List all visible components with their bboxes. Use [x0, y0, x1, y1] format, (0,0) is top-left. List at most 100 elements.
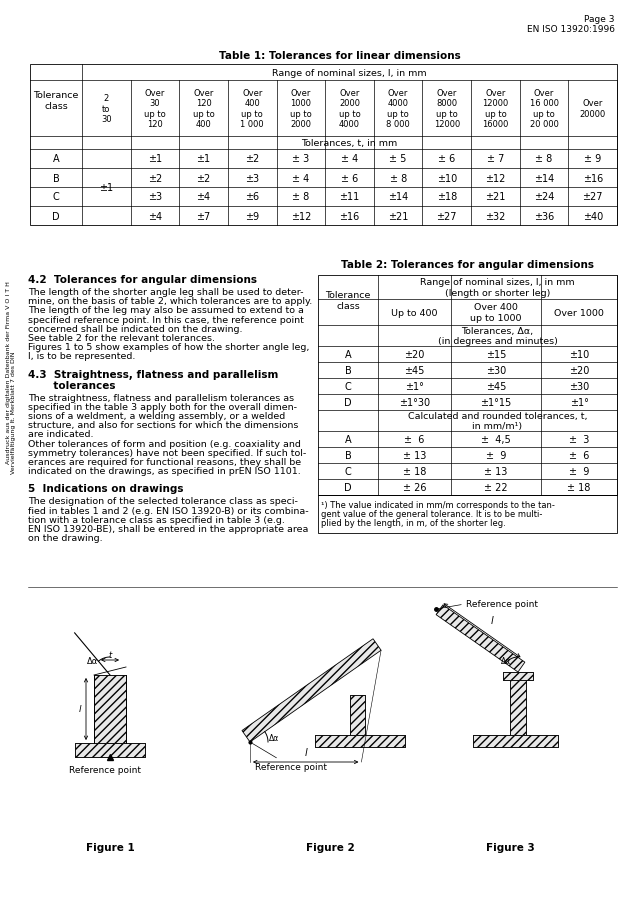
Polygon shape: [436, 605, 525, 672]
Bar: [350, 695, 365, 735]
Text: ±16: ±16: [339, 211, 360, 221]
Text: Over
20000: Over 20000: [579, 99, 606, 118]
Text: Over
30
up to
120: Over 30 up to 120: [144, 88, 166, 129]
Text: specified reference point. In this case, the reference point: specified reference point. In this case,…: [28, 316, 304, 324]
Text: B: B: [345, 450, 352, 461]
Text: plied by the length, in m, of the shorter leg.: plied by the length, in m, of the shorte…: [321, 519, 506, 528]
Text: Ausdruck aus der digitalen Datenbank der Firma V O I T H: Ausdruck aus der digitalen Datenbank der…: [6, 281, 11, 464]
Text: structure, and also for sections for which the dimensions: structure, and also for sections for whi…: [28, 420, 299, 429]
Bar: [503, 672, 533, 680]
Text: Reference point: Reference point: [466, 600, 538, 609]
Text: The length of the shorter angle leg shall be used to deter-: The length of the shorter angle leg shal…: [28, 288, 304, 297]
Text: Other tolerances of form and position (e.g. coaxiality and: Other tolerances of form and position (e…: [28, 439, 301, 448]
Text: fied in tables 1 and 2 (e.g. EN ISO 13920-B) or its combina-: fied in tables 1 and 2 (e.g. EN ISO 1392…: [28, 506, 309, 515]
Bar: [94, 676, 126, 743]
Text: B: B: [345, 365, 352, 375]
Text: C: C: [345, 466, 352, 476]
Text: ± 8: ± 8: [292, 192, 309, 202]
Text: ±12: ±12: [486, 173, 505, 183]
Text: sions of a weldment, a welding assembly, or a welded: sions of a weldment, a welding assembly,…: [28, 411, 285, 420]
Text: symmetry tolerances) have not been specified. If such tol-: symmetry tolerances) have not been speci…: [28, 448, 306, 457]
Text: Figures 1 to 5 show examples of how the shorter angle leg,: Figures 1 to 5 show examples of how the …: [28, 343, 309, 352]
Text: Range of nominal sizes, l, in mm
(length or shorter leg): Range of nominal sizes, l, in mm (length…: [420, 278, 575, 298]
Text: Vervielfältigung lt. Merkblatt 7 des DIN: Vervielfältigung lt. Merkblatt 7 des DIN: [11, 352, 16, 474]
Text: ±27: ±27: [436, 211, 457, 221]
Text: l: l: [304, 747, 307, 757]
Text: ± 18: ± 18: [403, 466, 426, 476]
Text: ±18: ±18: [436, 192, 457, 202]
Text: concerned shall be indicated on the drawing.: concerned shall be indicated on the draw…: [28, 325, 242, 334]
Text: Page 3
EN ISO 13920:1996: Page 3 EN ISO 13920:1996: [527, 15, 615, 34]
Text: ±45: ±45: [486, 382, 506, 391]
Text: C: C: [52, 192, 59, 202]
Text: Over 1000: Over 1000: [554, 308, 604, 318]
Text: Tolerances, t, in mm: Tolerances, t, in mm: [301, 139, 397, 148]
Text: ±12: ±12: [291, 211, 311, 221]
Text: ±14: ±14: [388, 192, 408, 202]
Text: are indicated.: are indicated.: [28, 430, 94, 439]
Text: B: B: [52, 173, 59, 183]
Text: ±30: ±30: [486, 365, 506, 375]
Text: gent value of the general tolerance. It is to be multi-: gent value of the general tolerance. It …: [321, 510, 542, 519]
Text: See table 2 for the relevant tolerances.: See table 2 for the relevant tolerances.: [28, 334, 215, 343]
Text: specified in the table 3 apply both for the overall dimen-: specified in the table 3 apply both for …: [28, 402, 297, 411]
Text: l, is to be represented.: l, is to be represented.: [28, 352, 135, 361]
Bar: [94, 676, 126, 743]
Text: The length of the leg may also be assumed to extend to a: The length of the leg may also be assume…: [28, 306, 304, 315]
Text: ¹) The value indicated in mm/m corresponds to the tan-: ¹) The value indicated in mm/m correspon…: [321, 501, 555, 510]
Text: ± 4: ± 4: [292, 173, 309, 183]
Polygon shape: [242, 639, 381, 742]
Bar: [30, 65, 617, 225]
Text: ±3: ±3: [245, 173, 259, 183]
Text: Tolerance
class: Tolerance class: [33, 91, 78, 111]
Text: D: D: [52, 211, 60, 221]
Text: Tolerances, Δα,
(in degrees and minutes): Tolerances, Δα, (in degrees and minutes): [438, 327, 558, 345]
Text: C: C: [345, 382, 352, 391]
Text: ±4: ±4: [148, 211, 162, 221]
Text: ± 13: ± 13: [403, 450, 426, 461]
Text: t: t: [108, 649, 112, 658]
Text: ± 26: ± 26: [403, 483, 426, 492]
Bar: [75, 743, 145, 757]
Text: ±1°15: ±1°15: [480, 398, 512, 408]
Text: Figure 1: Figure 1: [85, 842, 135, 852]
Text: l: l: [78, 704, 81, 713]
Text: Δα: Δα: [501, 656, 511, 665]
Bar: [350, 695, 365, 735]
Text: D: D: [344, 398, 352, 408]
Text: mine, on the basis of table 2, which tolerances are to apply.: mine, on the basis of table 2, which tol…: [28, 297, 312, 306]
Text: l: l: [491, 616, 493, 626]
Bar: [503, 672, 533, 680]
Text: EN ISO 13920-BE), shall be entered in the appropriate area: EN ISO 13920-BE), shall be entered in th…: [28, 524, 308, 533]
Text: ± 13: ± 13: [484, 466, 508, 476]
Text: ± 4: ± 4: [341, 154, 358, 164]
Text: ±1°: ±1°: [570, 398, 588, 408]
Text: Reference point: Reference point: [69, 765, 141, 774]
Text: ±  9: ± 9: [486, 450, 506, 461]
Text: indicated on the drawings, as specified in prEN ISO 1101.: indicated on the drawings, as specified …: [28, 466, 300, 475]
Text: ±30: ±30: [569, 382, 589, 391]
Bar: [473, 735, 558, 747]
Text: ±1: ±1: [100, 183, 114, 193]
Text: Δα: Δα: [87, 657, 98, 666]
Text: ±4: ±4: [197, 192, 211, 202]
Text: ±11: ±11: [339, 192, 360, 202]
Text: ± 9: ± 9: [584, 154, 601, 164]
Text: ±2: ±2: [148, 173, 162, 183]
Bar: [75, 743, 145, 757]
Text: ±32: ±32: [486, 211, 505, 221]
Text: tolerances: tolerances: [28, 380, 115, 391]
Text: erances are required for functional reasons, they shall be: erances are required for functional reas…: [28, 457, 301, 466]
Text: Reference point: Reference point: [253, 743, 327, 771]
Text: The designation of the selected tolerance class as speci-: The designation of the selected toleranc…: [28, 497, 298, 506]
Text: ± 6: ± 6: [438, 154, 456, 164]
Text: ±  6: ± 6: [404, 435, 425, 445]
Text: Figure 3: Figure 3: [486, 842, 535, 852]
Text: 4.3  Straightness, flatness and parallelism: 4.3 Straightness, flatness and paralleli…: [28, 369, 278, 379]
Text: ±21: ±21: [486, 192, 505, 202]
Text: A: A: [345, 350, 352, 360]
Text: ±14: ±14: [534, 173, 554, 183]
Text: A: A: [53, 154, 59, 164]
Text: ±1: ±1: [148, 154, 162, 164]
Text: on the drawing.: on the drawing.: [28, 534, 103, 543]
